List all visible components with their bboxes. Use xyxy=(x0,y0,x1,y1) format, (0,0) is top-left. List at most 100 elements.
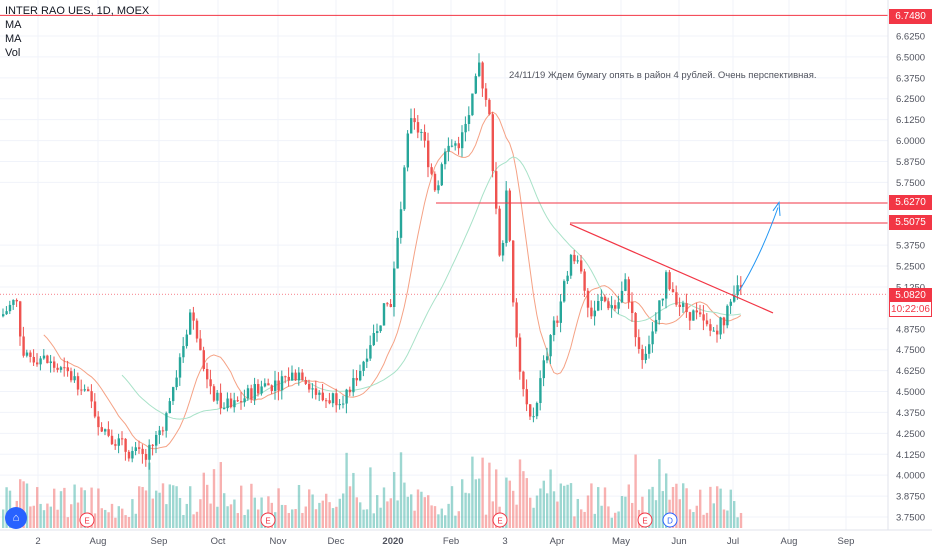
volume-bar xyxy=(566,484,569,528)
candle-body xyxy=(287,376,290,381)
candle-body xyxy=(467,115,471,124)
x-tick-label: Aug xyxy=(781,536,798,547)
volume-bar xyxy=(542,480,545,528)
volume-bar xyxy=(253,497,256,528)
earnings-marker xyxy=(492,512,508,528)
candle-body xyxy=(729,301,732,306)
candle-body xyxy=(627,279,630,302)
volume-bar xyxy=(131,499,134,528)
volume-bar xyxy=(478,478,481,528)
candle-body xyxy=(396,237,399,269)
x-tick-label: Sep xyxy=(838,536,855,547)
volume-bar xyxy=(161,483,165,528)
candle-body xyxy=(32,356,35,363)
volume-bar xyxy=(53,488,56,528)
volume-bar xyxy=(209,503,212,528)
candle-body xyxy=(389,304,392,307)
volume-bar xyxy=(80,487,83,528)
volume-bar xyxy=(430,505,433,528)
volume-bar xyxy=(437,514,440,528)
volume-bar xyxy=(134,513,137,528)
x-tick-label: 2 xyxy=(35,536,40,547)
tradingview-logo-icon[interactable]: ⌂ xyxy=(5,507,27,529)
volume-bar xyxy=(223,493,226,528)
x-tick-label: Nov xyxy=(270,536,287,547)
indicator-volume[interactable]: Vol xyxy=(5,47,21,59)
candle-body xyxy=(144,453,148,460)
candle-body xyxy=(246,388,250,399)
volume-bar xyxy=(308,489,311,528)
volume-bar xyxy=(355,497,358,528)
candle-body xyxy=(512,240,515,303)
volume-bar xyxy=(36,487,39,528)
volume-bar xyxy=(420,491,423,528)
candle-body xyxy=(362,361,365,371)
volume-bar xyxy=(19,479,22,528)
y-tick-label: 5.2500 xyxy=(896,262,925,273)
candle-body xyxy=(631,301,634,314)
candle-body xyxy=(97,416,100,428)
y-tick-label: 6.2500 xyxy=(896,94,925,105)
volume-bar xyxy=(620,496,624,528)
volume-bar xyxy=(66,517,69,528)
candle-body xyxy=(610,305,613,309)
candle-body xyxy=(15,299,18,302)
volume-bar xyxy=(151,498,154,528)
candle-body xyxy=(705,320,709,325)
level-tag-mid: 5.6270 xyxy=(889,195,932,210)
candle-body xyxy=(484,88,488,100)
volume-bar xyxy=(287,512,290,528)
candle-body xyxy=(253,384,256,400)
volume-bar xyxy=(219,462,222,528)
countdown-tag: 10:22:06 xyxy=(889,301,932,317)
drawings xyxy=(569,201,781,314)
volume-bar xyxy=(631,502,634,528)
volume-bar xyxy=(362,509,365,528)
indicator-ma-2[interactable]: MA xyxy=(5,33,22,45)
candle-body xyxy=(607,301,610,309)
volume-bar xyxy=(525,478,528,528)
volume-bar xyxy=(301,512,304,528)
candle-body xyxy=(175,377,178,388)
x-tick-label: 2020 xyxy=(382,536,403,547)
candle-body xyxy=(36,362,39,365)
volume-bar xyxy=(250,483,253,528)
candle-body xyxy=(682,303,685,307)
volume-bar xyxy=(280,504,284,528)
candle-body xyxy=(641,348,644,360)
candle-body xyxy=(243,398,246,403)
marker-label: E xyxy=(265,517,270,526)
candle-body xyxy=(294,372,297,381)
volume-bar xyxy=(617,511,620,528)
volume-bar xyxy=(206,484,209,528)
idea-note[interactable]: 24/11/19 Ждем бумагу опять в район 4 руб… xyxy=(509,70,817,81)
indicator-ma-1[interactable]: MA xyxy=(5,19,22,31)
candle-body xyxy=(274,380,277,391)
candle-body xyxy=(291,372,294,381)
volume-bar xyxy=(260,497,263,528)
candle-body xyxy=(427,140,430,168)
candle-body xyxy=(675,292,678,305)
candle-body xyxy=(318,392,321,395)
candle-body xyxy=(161,430,165,432)
volume-bar xyxy=(461,479,464,528)
volume-bar xyxy=(2,509,5,528)
candle-body xyxy=(165,413,168,431)
volume-bar xyxy=(49,506,52,528)
volume-bar xyxy=(484,514,488,528)
y-tick-label: 6.3750 xyxy=(896,73,925,84)
candle-body xyxy=(597,301,600,311)
candle-body xyxy=(583,271,586,291)
candle-body xyxy=(637,337,641,349)
x-tick-label: Feb xyxy=(443,536,459,547)
candle-body xyxy=(314,388,318,395)
volume-bar xyxy=(365,509,369,528)
volume-bar xyxy=(722,509,726,528)
x-tick-label: Jul xyxy=(727,536,739,547)
symbol-title[interactable]: INTER RAO UES, 1D, MOEX xyxy=(5,5,150,17)
ma-slow-line xyxy=(121,156,741,420)
candle-body xyxy=(70,371,73,381)
candle-body xyxy=(495,171,498,209)
volume-bar xyxy=(229,504,233,528)
